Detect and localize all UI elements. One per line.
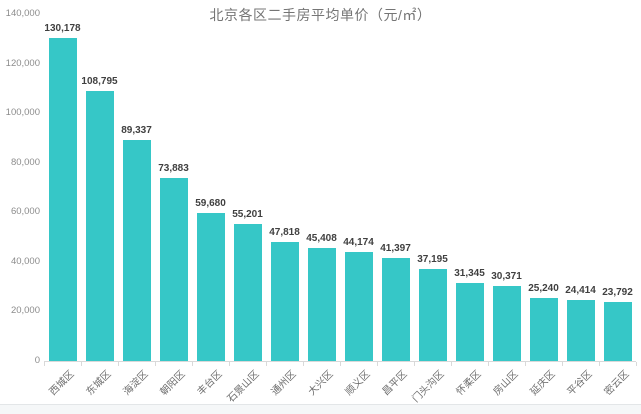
bar-value-label: 23,792: [602, 287, 633, 299]
bar: [344, 251, 373, 361]
x-axis-tick: [44, 362, 45, 366]
bar-value-label: 89,337: [121, 124, 152, 136]
x-axis-tick: [340, 362, 341, 366]
x-axis-tick: [636, 362, 637, 366]
x-axis-tick: [303, 362, 304, 366]
y-axis-label: 20,000: [10, 305, 40, 317]
x-axis-tick: [266, 362, 267, 366]
x-axis-tick: [451, 362, 452, 366]
bar: [381, 258, 410, 361]
y-axis-label: 60,000: [10, 206, 40, 218]
bar-value-label: 45,408: [306, 233, 337, 245]
bar-value-label: 25,240: [528, 283, 559, 295]
bar: [566, 300, 595, 361]
x-axis-tick: [81, 362, 82, 366]
bar: [529, 298, 558, 361]
y-axis-label: 100,000: [5, 107, 40, 119]
x-axis-tick: [525, 362, 526, 366]
bar: [196, 213, 225, 361]
bar-value-label: 41,397: [380, 243, 411, 255]
chart-title: 北京各区二手房平均单价（元/㎡）: [209, 7, 432, 23]
y-axis-label: 120,000: [5, 57, 40, 69]
x-axis-tick: [562, 362, 563, 366]
bar: [603, 302, 632, 361]
x-axis-tick: [414, 362, 415, 366]
bar: [159, 177, 188, 361]
y-axis-label: 0: [34, 355, 40, 366]
y-axis-label: 40,000: [10, 255, 40, 267]
bar: [270, 242, 299, 361]
x-axis-tick: [192, 362, 193, 366]
bar-value-label: 130,178: [44, 23, 81, 35]
y-axis-label: 80,000: [10, 156, 40, 168]
x-axis-tick: [377, 362, 378, 366]
x-axis-tick: [488, 362, 489, 366]
bar-value-label: 59,680: [195, 198, 226, 210]
bar-value-label: 30,371: [491, 270, 522, 282]
bar-value-label: 108,795: [81, 76, 118, 88]
bar: [455, 283, 484, 361]
bar: [492, 285, 521, 361]
bar: [418, 268, 447, 361]
bar: [85, 91, 114, 361]
x-axis-tick: [155, 362, 156, 366]
bar: [307, 248, 336, 361]
x-axis-line: [44, 361, 636, 362]
x-axis-tick: [229, 362, 230, 366]
bar: [233, 224, 262, 361]
y-axis-label: 140,000: [5, 8, 40, 19]
bar-value-label: 37,195: [417, 253, 448, 265]
bar-value-label: 31,345: [454, 268, 485, 280]
bar-value-label: 55,201: [232, 209, 263, 221]
page-background-strip: [0, 404, 641, 414]
x-axis-tick: [599, 362, 600, 366]
bar-value-label: 73,883: [158, 162, 189, 174]
bar-value-label: 44,174: [343, 236, 374, 248]
x-axis-tick: [118, 362, 119, 366]
bar-value-label: 24,414: [565, 285, 596, 297]
bar: [122, 139, 151, 361]
bar-value-label: 47,818: [269, 227, 300, 239]
bar: [48, 38, 77, 361]
